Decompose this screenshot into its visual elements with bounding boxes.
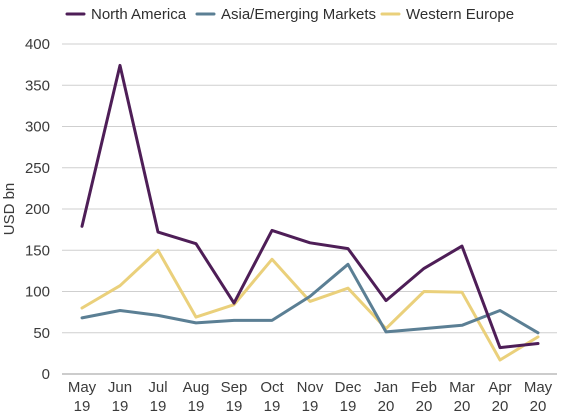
y-tick-label: 200: [25, 201, 50, 218]
x-tick-label-month: Feb: [411, 379, 437, 396]
y-axis: 0 50 100 150 200 250 300 350 400: [25, 36, 50, 383]
legend-label: Western Europe: [406, 6, 514, 23]
y-tick-label: 0: [42, 366, 50, 383]
legend: North America Asia/Emerging Markets Wester…: [65, 6, 514, 23]
y-tick-label: 150: [25, 242, 50, 259]
x-tick-label-month: Sep: [221, 379, 248, 396]
x-tick-label-year: 19: [226, 398, 243, 415]
x-tick-label-year: 19: [112, 398, 129, 415]
x-axis: May 19 Jun 19 Jul 19 Aug 19 Sep 19 Oct 19 Nov 19 Dec 19…: [68, 379, 553, 415]
x-tick-label-year: 19: [340, 398, 357, 415]
grid-lines: [62, 43, 557, 375]
x-tick-label-month: May: [524, 379, 553, 396]
x-tick-label-year: 19: [302, 398, 319, 415]
x-tick-label-year: 20: [378, 398, 395, 415]
x-tick-label-month: Mar: [449, 379, 475, 396]
legend-item: North America: [65, 6, 187, 23]
x-tick-label-month: Jul: [148, 379, 167, 396]
series-lines: [80, 63, 540, 362]
x-tick-label-year: 19: [74, 398, 91, 415]
series-line-north-america: [80, 63, 540, 350]
x-tick-label-year: 20: [416, 398, 433, 415]
legend-item: Asia/Emerging Markets: [195, 6, 376, 23]
x-tick-label-year: 20: [492, 398, 509, 415]
legend-item: Western Europe: [380, 6, 514, 23]
x-tick-label-month: Jan: [374, 379, 398, 396]
y-tick-label: 100: [25, 284, 50, 301]
legend-label: Asia/Emerging Markets: [221, 6, 376, 23]
x-tick-label-year: 20: [530, 398, 547, 415]
x-tick-label-month: May: [68, 379, 97, 396]
y-tick-label: 300: [25, 119, 50, 136]
x-tick-label-month: Jun: [108, 379, 132, 396]
x-tick-label-month: Nov: [297, 379, 324, 396]
y-tick-label: 250: [25, 160, 50, 177]
x-tick-label-year: 19: [188, 398, 205, 415]
x-tick-label-month: Apr: [488, 379, 511, 396]
y-axis-title: USD bn: [1, 183, 18, 236]
x-tick-label-month: Oct: [260, 379, 284, 396]
x-tick-label-year: 19: [150, 398, 167, 415]
x-tick-label-month: Aug: [183, 379, 210, 396]
y-tick-label: 400: [25, 36, 50, 53]
x-tick-label-year: 19: [264, 398, 281, 415]
x-tick-label-year: 20: [454, 398, 471, 415]
series-line-asia-emerging-markets: [80, 262, 540, 335]
y-tick-label: 50: [33, 325, 50, 342]
y-tick-label: 350: [25, 77, 50, 94]
legend-label: North America: [91, 6, 187, 23]
x-tick-label-month: Dec: [335, 379, 362, 396]
series-line-western-europe: [80, 248, 540, 362]
